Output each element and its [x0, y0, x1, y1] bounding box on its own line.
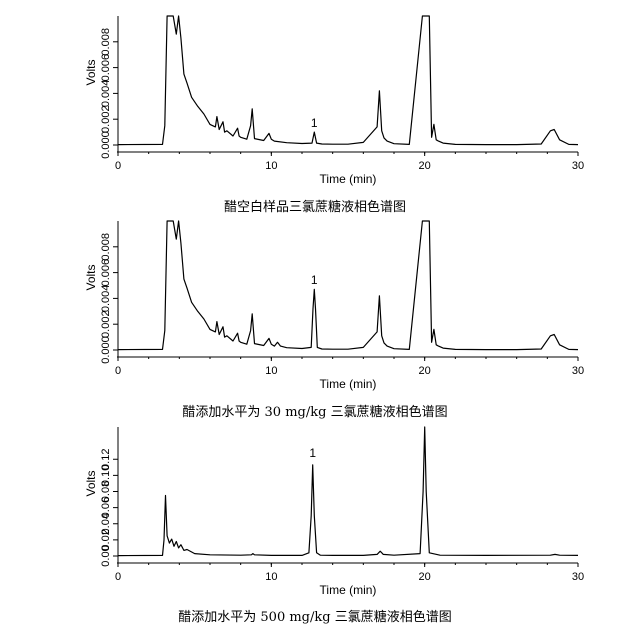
y-tick-label-2-2: 0.04: [100, 513, 112, 534]
chromatogram-trace-1-0: [117, 220, 579, 351]
y-tick-label-1-2: 0.004: [100, 285, 112, 313]
y-axis-label-2: Volts: [84, 470, 98, 496]
y-tick-label-0-1: 0.002: [100, 105, 112, 133]
x-tick-label-0-0: 0: [115, 160, 121, 172]
peak-label-1-0: 1: [311, 273, 318, 287]
y-tick-label-1-0: 0.000: [100, 336, 112, 364]
y-tick-label-1-1: 0.002: [100, 310, 112, 338]
peak-label-2-0: 1: [309, 446, 316, 460]
x-tick-label-2-0: 0: [115, 571, 121, 583]
x-tick-label-0-2: 20: [419, 160, 431, 172]
y-tick-label-2-0: 0.00: [100, 545, 112, 566]
y-axis-label-0: Volts: [84, 59, 98, 85]
y-tick-label-0-3: 0.006: [100, 54, 112, 82]
x-axis-label-0: Time (min): [320, 172, 377, 186]
x-axis-label-1: Time (min): [320, 377, 377, 391]
x-tick-label-2-3: 30: [572, 571, 584, 583]
y-tick-label-0-0: 0.000: [100, 131, 112, 159]
x-tick-label-2-2: 20: [419, 571, 431, 583]
y-tick-label-2-3: 0.06: [100, 497, 112, 518]
caption-blank-sample: 醋空白样品三氯蔗糖液相色谱图: [223, 200, 406, 215]
x-tick-label-2-1: 10: [265, 571, 277, 583]
y-tick-label-2-1: 0.02: [100, 529, 112, 550]
chromatogram-trace-2-0: [117, 426, 579, 557]
x-tick-label-1-0: 0: [115, 365, 121, 377]
x-tick-label-1-2: 20: [419, 365, 431, 377]
x-tick-label-1-3: 30: [572, 365, 584, 377]
y-axis-label-1: Volts: [84, 264, 98, 290]
x-tick-label-0-1: 10: [265, 160, 277, 172]
caption-30-mgkg: 醋添加水平为 30 mg/kg 三氯蔗糖液相色谱图: [182, 405, 448, 420]
y-tick-label-2-4: 0.08: [100, 481, 112, 502]
x-tick-label-0-3: 30: [572, 160, 584, 172]
x-tick-label-1-1: 10: [265, 365, 277, 377]
x-axis-label-2: Time (min): [320, 583, 377, 597]
y-tick-label-0-2: 0.004: [100, 80, 112, 108]
y-tick-label-0-4: 0.008: [100, 28, 112, 56]
y-tick-label-2-6: 0.12: [100, 449, 112, 470]
peak-label-0-0: 1: [311, 116, 318, 130]
caption-500-mgkg: 醋添加水平为 500 mg/kg 三氯蔗糖液相色谱图: [178, 610, 452, 625]
y-tick-label-1-4: 0.008: [100, 233, 112, 261]
y-tick-label-1-3: 0.006: [100, 259, 112, 287]
chromatogram-trace-0-0: [117, 15, 579, 146]
y-tick-label-2-5: 0.10: [100, 465, 112, 486]
